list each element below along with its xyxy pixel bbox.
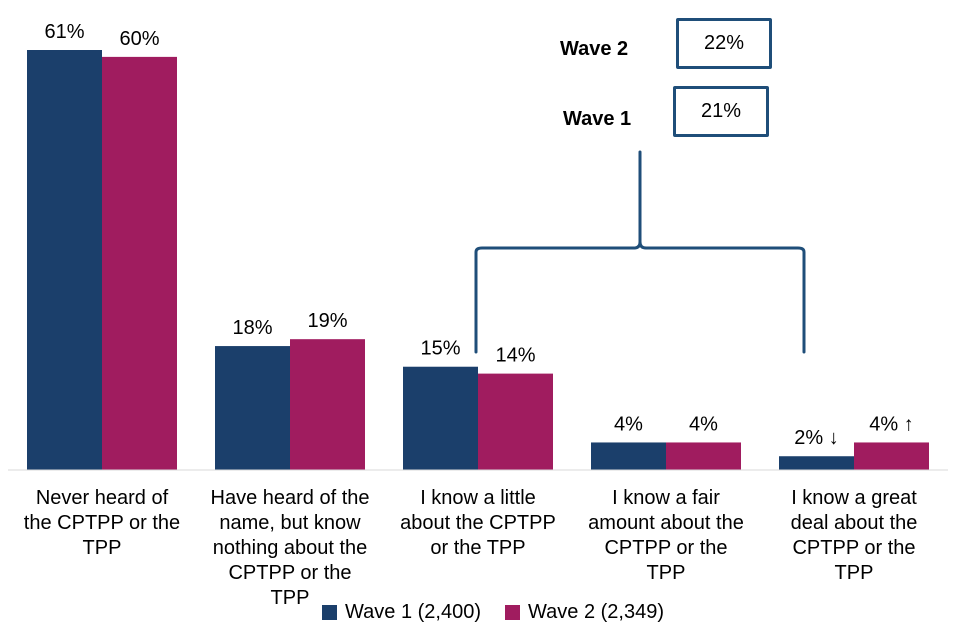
legend-label-wave-1: Wave 1 (2,400) (345, 601, 481, 623)
bar-wave-2-cat-4 (666, 442, 741, 470)
category-label-1: Never heard of the CPTPP or the TPP (23, 487, 181, 559)
data-label-wave-1-cat-5: 2% ↓ (794, 427, 838, 449)
bar-wave-1-cat-3 (403, 366, 478, 470)
category-label-4: I know a fair amount about the CPTPP or th… (588, 487, 744, 584)
bar-wave-1-cat-5 (779, 456, 854, 470)
bar-wave-1-cat-2 (215, 346, 290, 470)
wave-2-label: Wave 2 (560, 38, 629, 60)
bar-chart: 61% 60% 18% 19% 15% 14% 4% 4% 2% ↓ 4% ↑ (8, 21, 948, 471)
bar-wave-2-cat-2 (290, 339, 365, 470)
wave-1-total-box: 21% (673, 86, 769, 137)
wave-1-label: Wave 1 (563, 108, 632, 130)
data-label-wave-2-cat-2: 19% (307, 310, 347, 332)
data-label-wave-1-cat-2: 18% (232, 317, 272, 339)
legend-item-wave-1: Wave 1 (2,400) (322, 601, 481, 624)
data-label-wave-2-cat-4: 4% (689, 413, 718, 435)
data-label-wave-2-cat-5: 4% ↑ (869, 413, 913, 435)
legend: Wave 1 (2,400) Wave 2 (2,349) (322, 601, 688, 624)
legend-label-wave-2: Wave 2 (2,349) (528, 601, 664, 623)
data-label-wave-2-cat-1: 60% (119, 28, 159, 50)
legend-item-wave-2: Wave 2 (2,349) (505, 601, 664, 624)
bar-wave-1-cat-4 (591, 442, 666, 470)
category-label-2: Have heard of the name, but know nothing a… (210, 487, 370, 609)
wave-2-total-box: 22% (676, 18, 772, 69)
bar-wave-2-cat-1 (102, 56, 177, 470)
bar-wave-1-cat-1 (27, 50, 102, 470)
data-label-wave-1-cat-4: 4% (614, 413, 643, 435)
bar-wave-2-cat-3 (478, 373, 553, 470)
data-label-wave-2-cat-3: 14% (495, 345, 535, 367)
category-label-3: I know a little about the CPTPP or the TPP (400, 487, 556, 559)
bar-wave-2-cat-5 (854, 442, 929, 470)
data-label-wave-1-cat-3: 15% (420, 338, 460, 360)
category-label-5: I know a great deal about the CPTPP or the… (790, 487, 918, 584)
bracket-annotation (474, 150, 806, 354)
legend-swatch-wave-1 (322, 605, 337, 620)
data-label-wave-1-cat-1: 61% (44, 21, 84, 43)
legend-swatch-wave-2 (505, 605, 520, 620)
